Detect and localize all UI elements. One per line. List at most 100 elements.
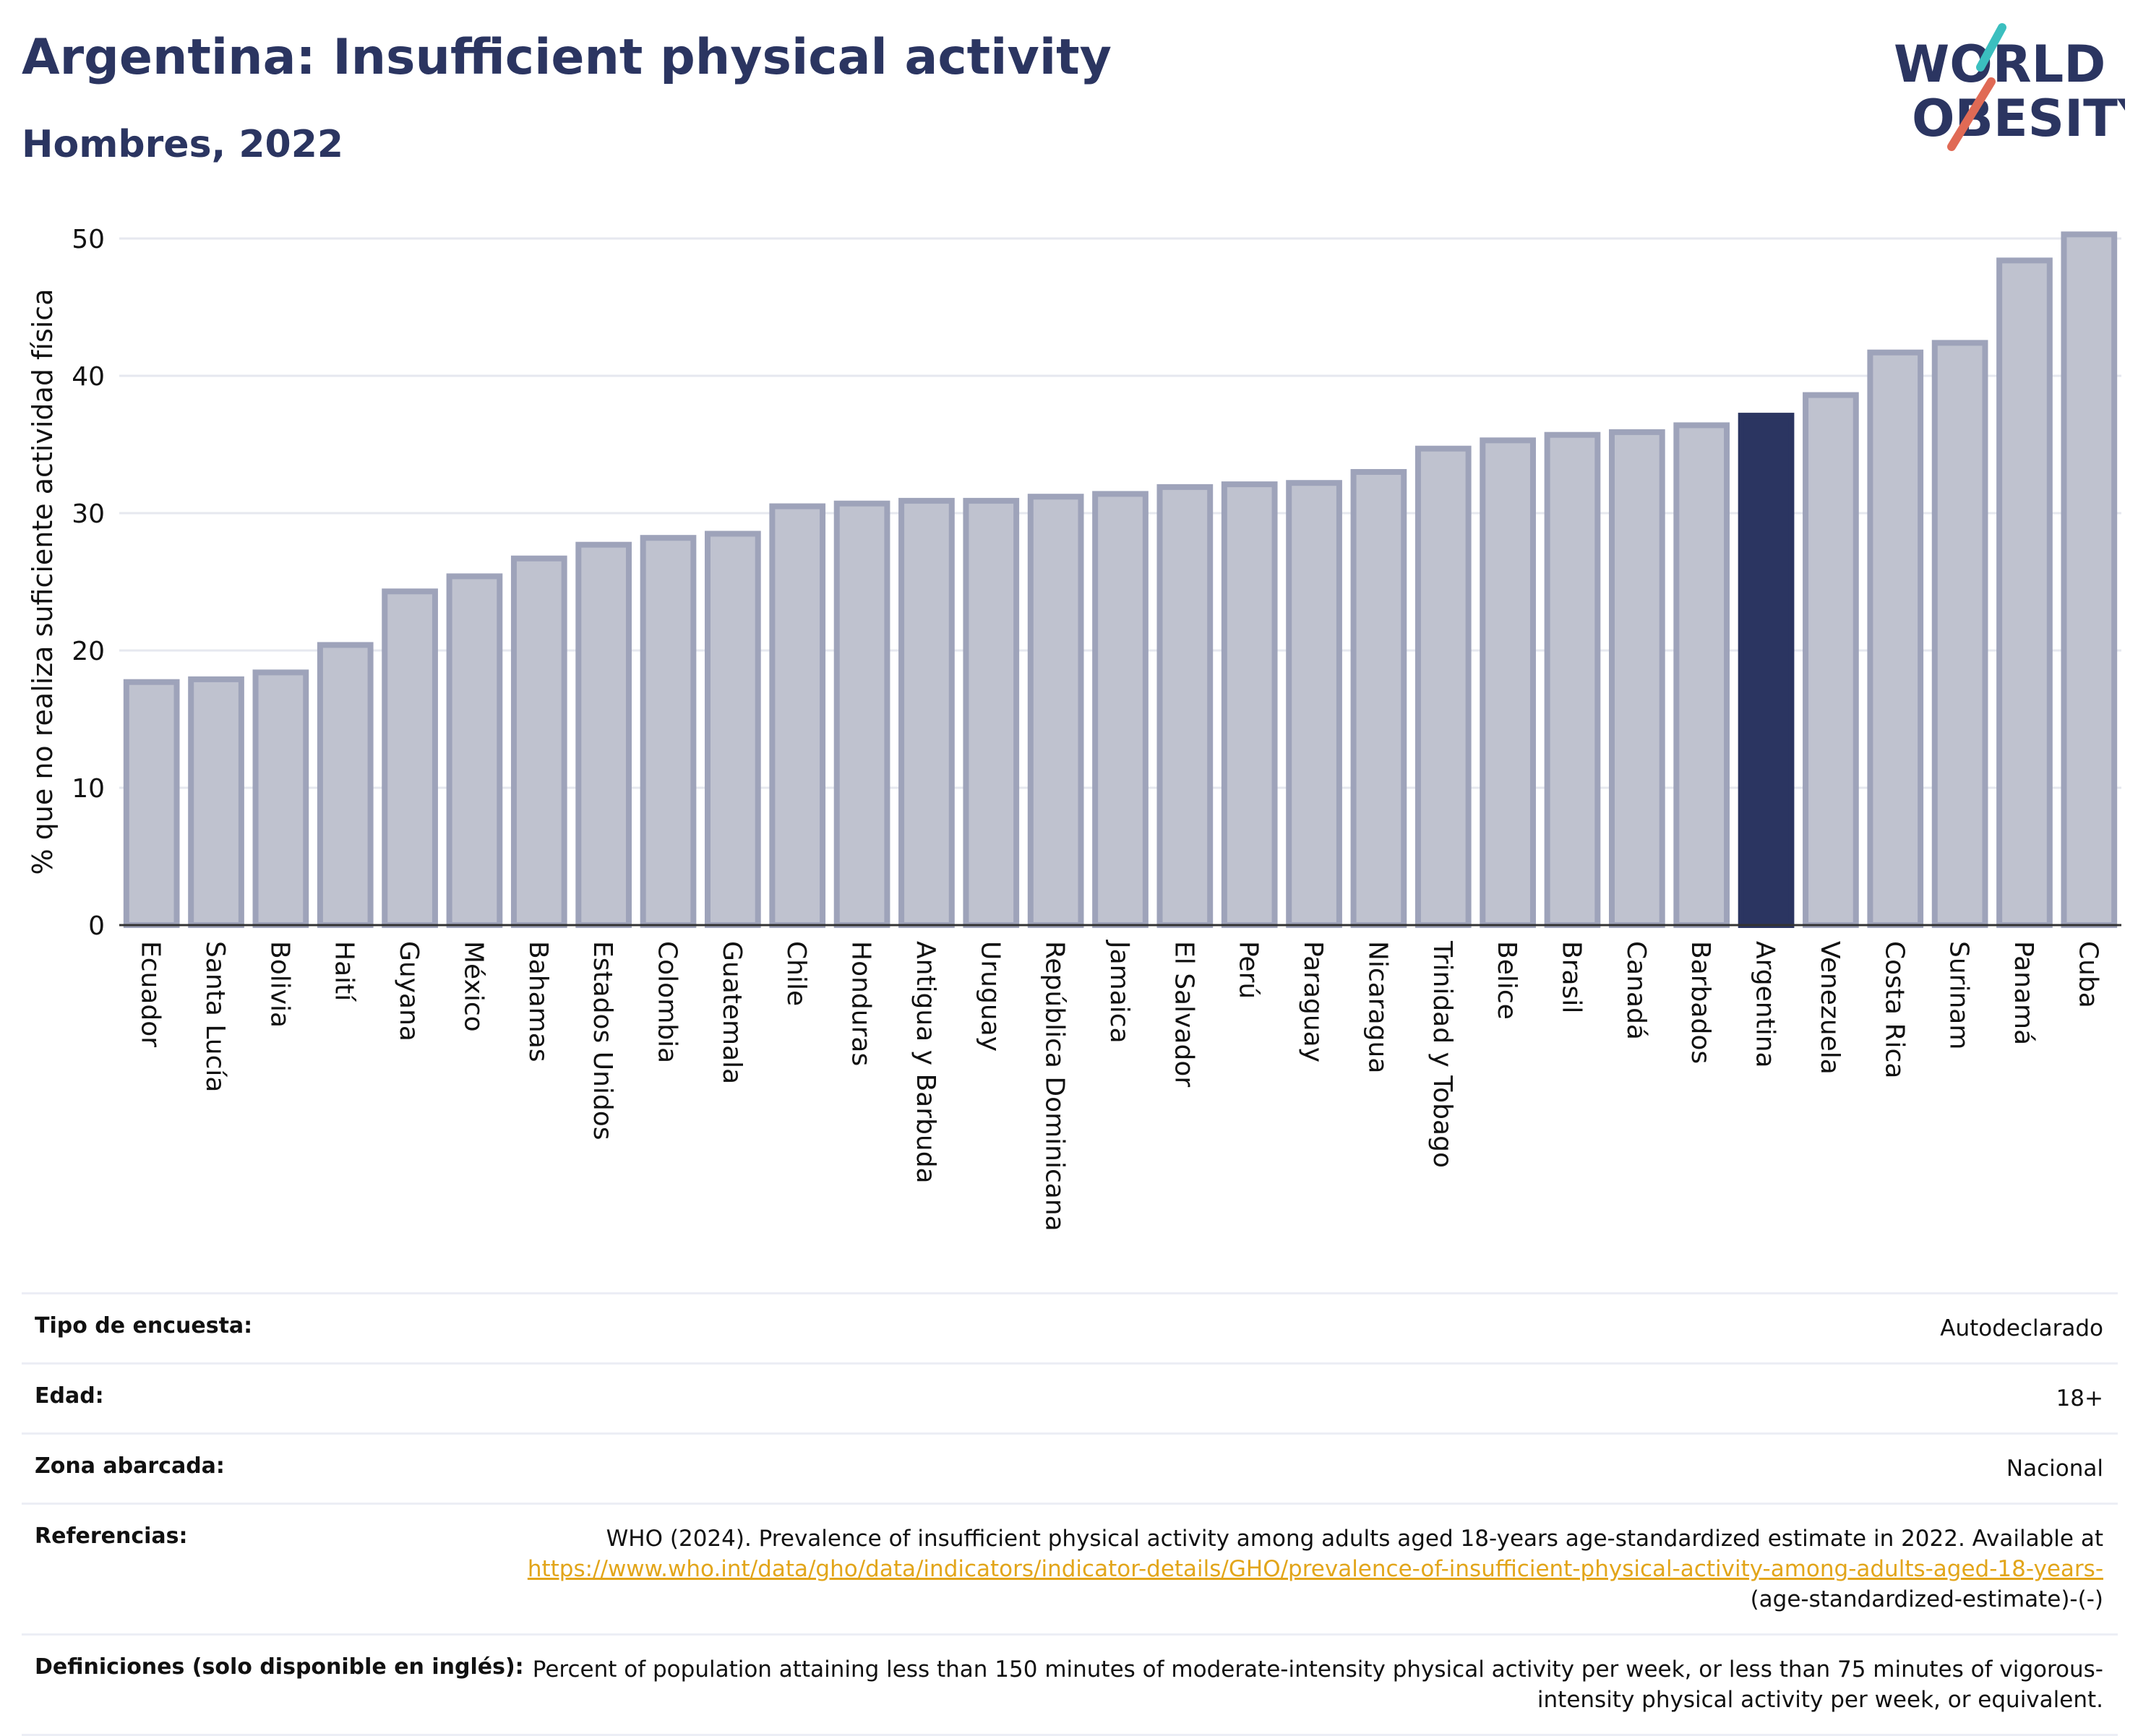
- logo-slash-teal: [1976, 23, 2006, 72]
- meta-value-text: WHO (2024). Prevalence of insufficient p…: [606, 1526, 2103, 1552]
- x-tick-label: Guyana: [394, 941, 424, 1041]
- bar: [1867, 349, 1924, 928]
- meta-row: Referencias: WHO (2024). Prevalence of in…: [22, 1503, 2118, 1633]
- bar: [1673, 422, 1730, 928]
- meta-value: 18+: [2056, 1383, 2103, 1414]
- meta-value: Percent of population attaining less tha…: [524, 1654, 2103, 1715]
- x-axis-ticks: Ecuador Santa Lucía Bolivia Haití Guyana Méxi…: [136, 940, 2103, 1232]
- bar: [963, 497, 1020, 928]
- bar: [1480, 437, 1536, 928]
- x-tick-label: Venezuela: [1815, 941, 1845, 1075]
- bar: [2061, 231, 2118, 929]
- bar: [1027, 494, 1084, 928]
- bar: [833, 500, 890, 928]
- logo-line1: WORLD: [1894, 35, 2105, 94]
- x-tick-label: Estados Unidos: [588, 941, 617, 1140]
- y-tick-label: 40: [72, 362, 105, 392]
- bar: [1544, 431, 1601, 928]
- meta-key: Tipo de encuesta:: [35, 1313, 253, 1338]
- bar: [769, 503, 826, 928]
- bar: [575, 541, 632, 928]
- bar: [510, 555, 567, 928]
- x-tick-label: Surinam: [1944, 941, 1974, 1049]
- meta-value-text: Nacional: [2006, 1456, 2103, 1482]
- page-title: Argentina: Insufficient physical activit…: [22, 29, 1112, 86]
- x-tick-label: Ecuador: [136, 941, 166, 1047]
- bar: [123, 679, 180, 928]
- x-tick-label: Perú: [1234, 941, 1263, 999]
- meta-key: Referencias:: [35, 1524, 188, 1549]
- x-tick-label: República Dominicana: [1040, 941, 1070, 1232]
- y-tick-label: 0: [88, 911, 105, 941]
- bar: [1286, 480, 1342, 928]
- meta-key: Zona abarcada:: [35, 1453, 225, 1479]
- bar: [640, 535, 697, 928]
- bar: [1092, 491, 1149, 928]
- y-tick-label: 30: [72, 499, 105, 529]
- bar: [317, 642, 374, 929]
- meta-row: Tipo de encuesta: Autodeclarado: [22, 1292, 2118, 1362]
- y-tick-label: 50: [72, 225, 105, 254]
- x-tick-label: Antigua y Barbuda: [911, 941, 940, 1184]
- bar: [1931, 340, 1988, 928]
- meta-row: Definiciones (solo disponible en inglés)…: [22, 1633, 2118, 1736]
- bar: [1996, 257, 2053, 928]
- meta-row: Edad: 18+: [22, 1362, 2118, 1432]
- meta-value: Autodeclarado: [1940, 1313, 2103, 1344]
- x-tick-label: Bolivia: [265, 941, 294, 1028]
- bar: [252, 669, 309, 929]
- world-obesity-logo: WORLD OBESITY: [1894, 23, 2125, 151]
- x-tick-label: Canadá: [1621, 941, 1651, 1040]
- meta-value-text: Percent of population attaining less tha…: [532, 1656, 2103, 1713]
- x-tick-label: Haití: [330, 941, 359, 1002]
- reference-suffix: (age-standardized-estimate)-(-): [1750, 1586, 2103, 1612]
- reference-link[interactable]: https://www.who.int/data/gho/data/indica…: [527, 1556, 2103, 1582]
- y-tick-label: 20: [72, 637, 105, 666]
- bar: [1156, 484, 1214, 928]
- bar: [382, 588, 438, 928]
- bar: [705, 530, 761, 928]
- meta-value-text: 18+: [2056, 1385, 2103, 1411]
- x-tick-label: Belice: [1492, 941, 1521, 1020]
- x-tick-label: Panamá: [2009, 941, 2038, 1045]
- x-tick-label: Bahamas: [523, 941, 553, 1062]
- logo-slash-red: [1947, 77, 1996, 151]
- meta-value: WHO (2024). Prevalence of insufficient p…: [477, 1524, 2103, 1615]
- x-tick-label: Uruguay: [975, 941, 1005, 1052]
- bar-highlight: [1738, 413, 1795, 929]
- x-tick-label: Cuba: [2073, 941, 2103, 1008]
- x-tick-label: El Salvador: [1169, 941, 1198, 1087]
- meta-value: Nacional: [2006, 1453, 2103, 1484]
- x-tick-label: Honduras: [846, 941, 876, 1066]
- bar: [188, 676, 244, 929]
- page-subtitle: Hombres, 2022: [22, 123, 344, 166]
- y-axis-ticks: 0 10 20 30 40 50: [72, 225, 105, 941]
- bar: [1803, 392, 1859, 929]
- y-tick-label: 10: [72, 774, 105, 804]
- x-tick-label: México: [458, 941, 488, 1032]
- x-tick-label: Brasil: [1556, 941, 1586, 1013]
- x-tick-label: Guatemala: [717, 941, 747, 1084]
- meta-row: Zona abarcada: Nacional: [22, 1432, 2118, 1503]
- x-tick-label: Paraguay: [1298, 941, 1328, 1062]
- bar-chart: 0 10 20 30 40 50 Ecuador Santa Lucía Bolivia Hai…: [27, 225, 2121, 1232]
- x-tick-label: Santa Lucía: [200, 941, 230, 1092]
- bars: [123, 231, 2118, 929]
- bar: [1221, 481, 1278, 929]
- logo-line2: OBESITY: [1912, 89, 2125, 148]
- meta-key: Definiciones (solo disponible en inglés)…: [35, 1654, 524, 1680]
- x-tick-label: Jamaica: [1104, 940, 1134, 1044]
- x-tick-label: Colombia: [653, 941, 682, 1063]
- x-tick-label: Trinidad y Tobago: [1428, 940, 1457, 1168]
- bar: [898, 497, 955, 928]
- x-tick-label: Chile: [781, 941, 811, 1006]
- x-tick-label: Argentina: [1751, 941, 1780, 1068]
- meta-value-text: Autodeclarado: [1940, 1315, 2103, 1341]
- bar: [1350, 469, 1407, 928]
- bar: [1414, 445, 1472, 928]
- x-tick-label: Barbados: [1686, 941, 1715, 1064]
- meta-key: Edad:: [35, 1383, 104, 1409]
- bar: [446, 573, 503, 929]
- bar: [1608, 429, 1665, 928]
- x-tick-label: Nicaragua: [1362, 941, 1392, 1073]
